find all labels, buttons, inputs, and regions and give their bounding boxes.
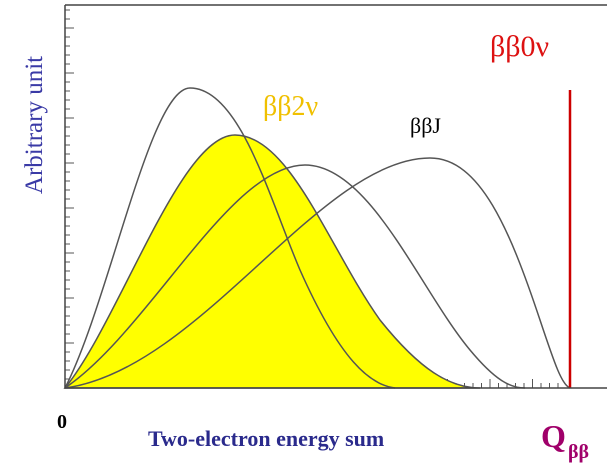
- q-label: Q: [541, 418, 566, 454]
- curve-a: [64, 87, 396, 389]
- curve-b: [64, 164, 526, 389]
- y-axis-label: Arbitrary unit: [21, 56, 48, 194]
- neutrinoless-label: ββ0ν: [490, 30, 549, 63]
- two-neutrino-label: ββ2ν: [263, 91, 318, 122]
- two-neutrino-curve: [63, 134, 481, 389]
- frame: [64, 4, 607, 389]
- origin-label: 0: [57, 411, 67, 433]
- majoron-label: ββJ: [410, 113, 441, 138]
- majoron-curve: [64, 157, 571, 389]
- x-axis-label: Two-electron energy sum: [148, 426, 384, 451]
- q-subscript: ββ: [568, 441, 589, 463]
